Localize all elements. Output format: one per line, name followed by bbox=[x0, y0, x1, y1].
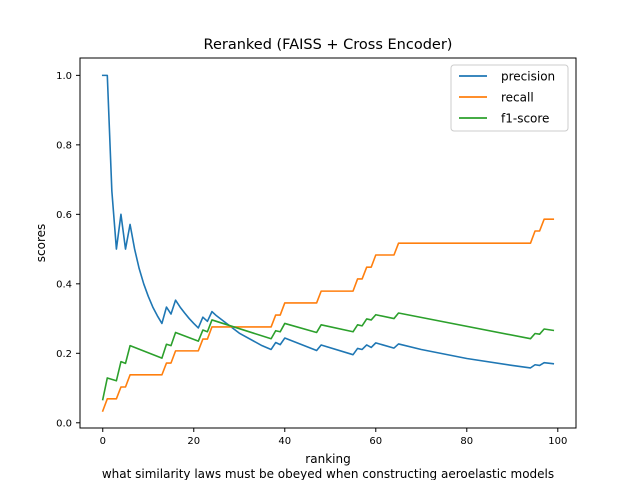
x-tick-label: 80 bbox=[460, 436, 473, 447]
y-tick-label: 0.4 bbox=[56, 279, 72, 290]
x-tick-label: 100 bbox=[548, 436, 567, 447]
legend-label-recall: recall bbox=[501, 91, 534, 105]
legend-label-f1-score: f1-score bbox=[501, 112, 549, 126]
x-tick-label: 0 bbox=[100, 436, 106, 447]
y-tick-label: 0.6 bbox=[56, 210, 72, 221]
y-tick-label: 0.8 bbox=[56, 140, 72, 151]
x-tick-label: 60 bbox=[369, 436, 382, 447]
y-axis-ticks: 0.0 0.2 0.4 0.6 0.8 1.0 bbox=[56, 71, 80, 429]
chart-title: Reranked (FAISS + Cross Encoder) bbox=[204, 37, 453, 53]
y-tick-label: 1.0 bbox=[56, 71, 72, 82]
legend: precision recall f1-score bbox=[450, 64, 569, 132]
legend-label-precision: precision bbox=[501, 70, 555, 84]
x-tick-label: 40 bbox=[278, 436, 291, 447]
y-axis-label: scores bbox=[34, 224, 48, 263]
x-axis-label: ranking bbox=[305, 452, 350, 466]
chart-caption: what similarity laws must be obeyed when… bbox=[102, 467, 554, 480]
legend-box bbox=[450, 64, 569, 132]
series-line-precision bbox=[101, 74, 555, 369]
axes-frame bbox=[79, 57, 577, 429]
plot-area bbox=[101, 74, 555, 413]
x-axis-ticks: 0 20 40 60 80 100 bbox=[100, 428, 567, 447]
y-tick-label: 0.0 bbox=[56, 418, 72, 429]
x-tick-label: 20 bbox=[187, 436, 200, 447]
series-line-f1-score bbox=[101, 312, 555, 401]
series-line-recall bbox=[101, 218, 555, 413]
y-tick-label: 0.2 bbox=[56, 349, 72, 360]
